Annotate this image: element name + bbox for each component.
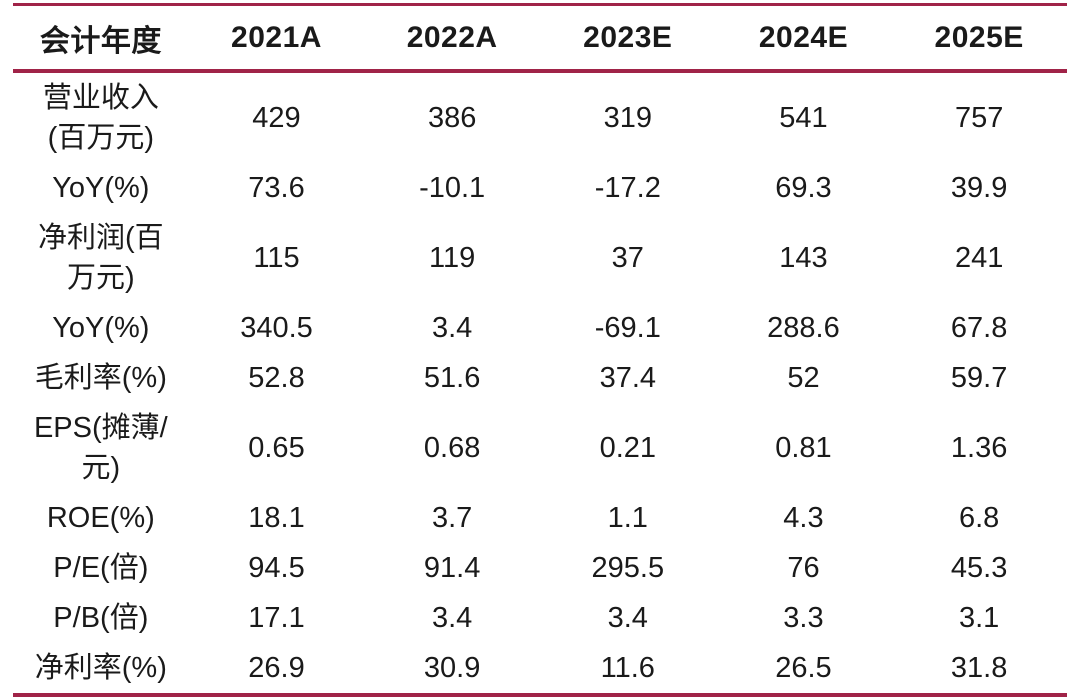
- row-roe: ROE(%) 18.1 3.7 1.1 4.3 6.8: [13, 493, 1067, 543]
- row-net-margin: 净利率(%) 26.9 30.9 11.6 26.5 31.8: [13, 643, 1067, 695]
- table-cell: 0.81: [775, 432, 832, 464]
- table-cell: 6.8: [958, 502, 1000, 534]
- table-cell: 26.9: [248, 652, 305, 684]
- row-label: EPS(摊薄/ 元): [33, 412, 168, 484]
- table-cell: 386: [427, 102, 477, 134]
- table-cell: 76: [787, 552, 820, 584]
- row-net-profit: 净利润(百 万元) 115 119 37 143 241: [13, 213, 1067, 303]
- header-2024e: 2024E: [715, 4, 892, 73]
- table-cell: 0.65: [248, 432, 305, 464]
- table-cell: 3.4: [431, 312, 473, 344]
- table-cell: 31.8: [950, 652, 1008, 684]
- table-cell: 91.4: [423, 552, 481, 584]
- table-cell: 429: [252, 102, 301, 134]
- table-cell: 39.9: [950, 172, 1008, 204]
- header-2022a: 2022A: [364, 4, 540, 73]
- header-2021a: 2021A: [188, 4, 365, 73]
- table-cell: 3.3: [783, 602, 824, 634]
- row-revenue: 营业收入 (百万元) 429 386 319 541 757: [13, 71, 1067, 163]
- table-cell: 340.5: [240, 312, 313, 344]
- table-cell: 59.7: [950, 362, 1008, 394]
- table-cell: 94.5: [248, 552, 305, 584]
- row-label: 净利润(百 万元): [37, 222, 164, 294]
- row-label: YoY(%): [52, 172, 150, 204]
- table-cell: 119: [429, 242, 476, 274]
- table-cell: 11.6: [600, 652, 655, 684]
- row-label: 营业收入 (百万元): [42, 82, 159, 154]
- row-eps: EPS(摊薄/ 元) 0.65 0.68 0.21 0.81 1.36: [13, 403, 1067, 493]
- table-cell: 757: [954, 102, 1004, 134]
- table-cell: 37.4: [599, 362, 657, 394]
- table-cell: -69.1: [594, 312, 661, 344]
- table-cell: -17.2: [594, 172, 661, 204]
- table-cell: 51.6: [423, 362, 481, 394]
- table-cell: 3.1: [958, 602, 1000, 634]
- row-label: P/E(倍): [53, 552, 149, 584]
- row-label: 毛利率(%): [34, 362, 167, 394]
- row-pb: P/B(倍) 17.1 3.4 3.4 3.3 3.1: [13, 593, 1067, 643]
- table-cell: 143: [779, 242, 828, 274]
- table-cell: -10.1: [419, 172, 486, 204]
- header-2023e: 2023E: [539, 4, 716, 73]
- header-row: 会计年度 2021A 2022A 2023E 2024E 2025E: [13, 4, 1067, 73]
- table-cell: 69.3: [775, 172, 832, 204]
- financial-forecast-table: 会计年度 2021A 2022A 2023E 2024E 2025E 营业收入 …: [13, 3, 1067, 697]
- row-gross-margin: 毛利率(%) 52.8 51.6 37.4 52 59.7: [13, 353, 1067, 403]
- table-cell: 1.1: [607, 502, 648, 534]
- row-label: ROE(%): [46, 502, 155, 534]
- row-label: 净利率(%): [34, 652, 167, 684]
- table-cell: 288.6: [767, 312, 840, 344]
- table-cell: 4.3: [783, 502, 824, 534]
- table-cell: 295.5: [591, 552, 665, 584]
- table-cell: 0.68: [423, 432, 481, 464]
- table-cell: 17.1: [248, 602, 305, 634]
- header-2025e: 2025E: [891, 4, 1067, 73]
- table-cell: 1.36: [950, 432, 1008, 464]
- table-cell: 52.8: [248, 362, 305, 394]
- table-cell: 0.21: [599, 432, 657, 464]
- table-cell: 37: [611, 242, 644, 274]
- table-cell: 319: [603, 102, 652, 134]
- row-label: YoY(%): [52, 312, 150, 344]
- table-cell: 3.7: [431, 502, 473, 534]
- table-cell: 52: [787, 362, 820, 394]
- table-cell: 115: [253, 242, 300, 274]
- table-cell: 541: [779, 102, 828, 134]
- table-cell: 241: [954, 242, 1004, 274]
- table-cell: 73.6: [248, 172, 305, 204]
- table-cell: 3.4: [431, 602, 473, 634]
- row-pe: P/E(倍) 94.5 91.4 295.5 76 45.3: [13, 543, 1067, 593]
- row-revenue-yoy: YoY(%) 73.6 -10.1 -17.2 69.3 39.9: [13, 163, 1067, 213]
- header-fiscal-year: 会计年度: [13, 4, 189, 73]
- table-cell: 30.9: [423, 652, 481, 684]
- table-cell: 3.4: [607, 602, 648, 634]
- table-cell: 45.3: [950, 552, 1008, 584]
- table-cell: 18.1: [248, 502, 305, 534]
- table-cell: 67.8: [950, 312, 1008, 344]
- row-net-profit-yoy: YoY(%) 340.5 3.4 -69.1 288.6 67.8: [13, 303, 1067, 353]
- table-cell: 26.5: [775, 652, 832, 684]
- row-label: P/B(倍): [53, 602, 149, 634]
